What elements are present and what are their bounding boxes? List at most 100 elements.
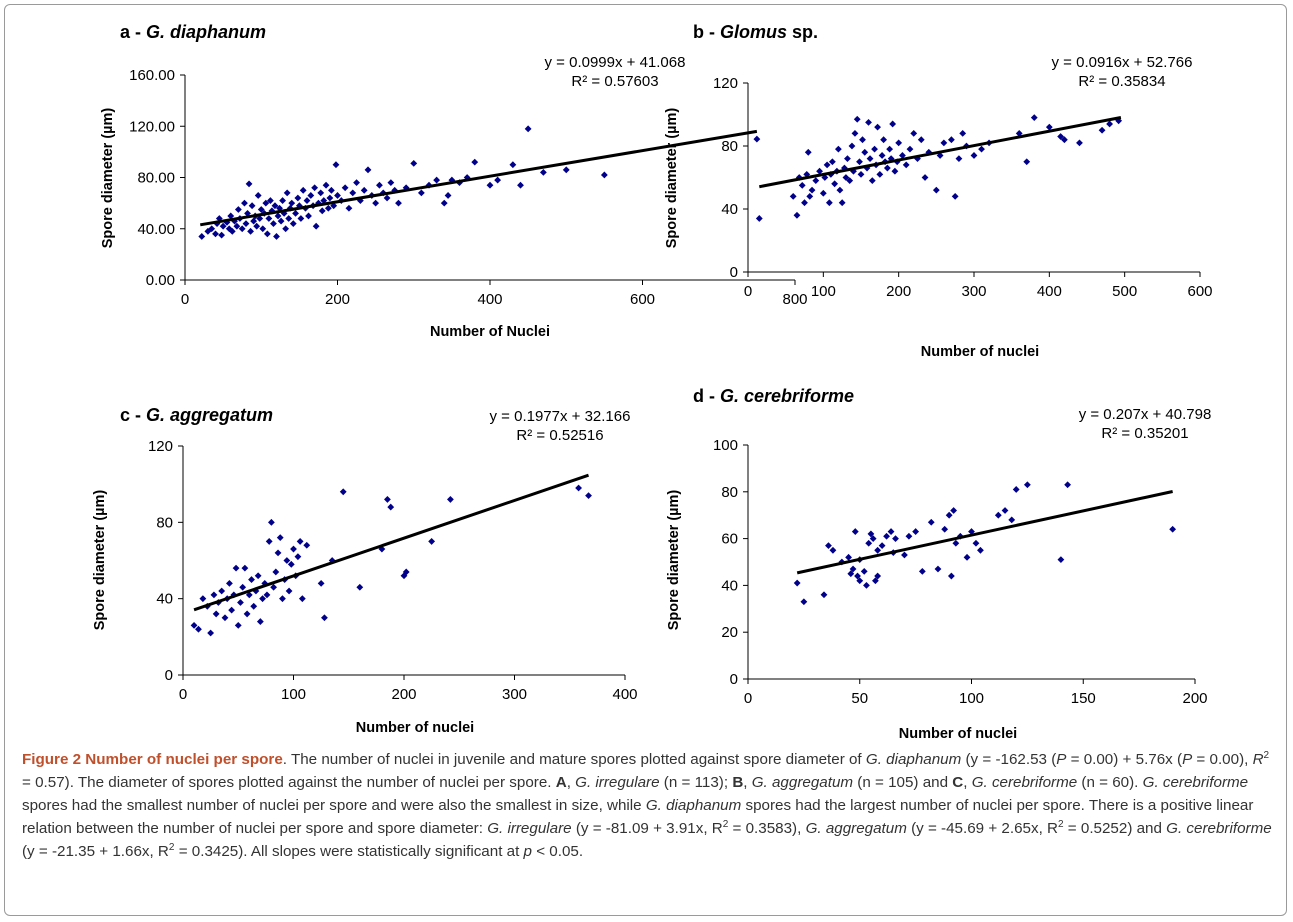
y-tick-label: 20 (721, 624, 738, 641)
data-point (254, 192, 262, 199)
data-point (1001, 507, 1009, 514)
data-point (341, 184, 349, 192)
data-point (600, 171, 608, 179)
y-tick-label: 40 (721, 201, 738, 218)
x-tick-label: 0 (181, 291, 189, 308)
x-tick-label: 300 (502, 686, 527, 703)
y-tick-label: 0 (165, 667, 173, 684)
data-point (509, 161, 517, 169)
data-point (232, 564, 240, 572)
data-point (853, 115, 861, 123)
data-point (899, 152, 906, 159)
data-point (273, 233, 280, 240)
x-tick-label: 100 (281, 686, 306, 703)
chart-title-name: G. cerebriforme (720, 386, 854, 406)
x-tick-label: 400 (612, 686, 637, 703)
data-point (878, 542, 886, 550)
chart-title-name: G. aggregatum (146, 405, 273, 425)
data-point (268, 518, 275, 526)
data-point (243, 610, 251, 618)
data-point (801, 199, 808, 207)
data-point (339, 488, 347, 496)
data-point (271, 202, 279, 210)
data-point (842, 174, 850, 181)
data-point (288, 199, 296, 207)
data-point (364, 166, 372, 174)
data-point (865, 539, 873, 547)
data-point (263, 591, 271, 599)
figure-frame (4, 4, 1287, 916)
data-point (391, 186, 399, 194)
data-point (851, 130, 859, 137)
data-point (433, 176, 441, 184)
trend-r-squared: R² = 0.52516 (516, 427, 603, 444)
data-point (921, 174, 929, 181)
data-point (234, 206, 242, 213)
y-tick-label: 40.00 (137, 221, 175, 238)
charts-figure: a - G. diaphanum 0.00 40.00 80.00 120.00 160.… (92, 22, 1213, 742)
data-point (1061, 136, 1068, 144)
chart-title: b - Glomus sp. (693, 22, 818, 42)
data-point (279, 197, 286, 204)
data-point (952, 539, 960, 547)
data-point (934, 565, 942, 573)
data-point (448, 176, 456, 184)
data-point (1098, 126, 1106, 134)
y-tick-label: 80 (721, 138, 738, 155)
data-point (867, 530, 875, 538)
chart-title-prefix: a - (120, 22, 146, 42)
y-tick-label: 80 (156, 514, 173, 531)
data-point (471, 158, 479, 166)
data-point (270, 583, 278, 591)
x-tick-label: 150 (1071, 690, 1096, 707)
chart-title-suffix: sp. (787, 22, 818, 42)
x-tick-label: 100 (811, 283, 836, 300)
data-point (951, 193, 959, 200)
data-point (297, 215, 305, 222)
data-point (847, 570, 855, 578)
data-point (959, 130, 967, 137)
data-point (562, 166, 570, 174)
data-point (324, 204, 332, 212)
data-point (793, 579, 801, 587)
data-point (963, 553, 971, 561)
data-point (274, 549, 282, 557)
data-point (395, 199, 402, 207)
data-point (863, 582, 870, 589)
data-point (305, 212, 312, 220)
data-point (210, 591, 218, 599)
data-point (298, 595, 306, 603)
data-point (1169, 525, 1177, 533)
data-point (901, 551, 908, 559)
figure-caption: Figure 2 Number of nuclei per spore. The… (22, 748, 1282, 863)
data-point (276, 534, 284, 541)
data-point (195, 625, 202, 633)
data-point (228, 606, 236, 614)
data-point (1030, 114, 1038, 122)
data-point (233, 222, 241, 230)
x-tick-label: 200 (391, 686, 416, 703)
data-point (859, 136, 866, 144)
chart-b-glomus: b - Glomus sp. 0 40 80 120 0 100 200 300 400 500 60… (664, 22, 1213, 360)
data-point (247, 227, 254, 235)
data-point (1008, 516, 1016, 524)
trendline (759, 116, 1122, 189)
y-tick-label: 40 (156, 591, 173, 608)
data-point (878, 152, 886, 159)
data-point (800, 598, 808, 606)
chart-title-name: Glomus (720, 22, 787, 42)
data-point (812, 177, 820, 185)
data-point (753, 135, 761, 143)
data-point (334, 192, 341, 199)
data-point (307, 192, 315, 199)
data-point (292, 209, 299, 217)
data-point (1057, 133, 1065, 140)
data-point (857, 170, 865, 178)
data-point (1023, 481, 1031, 489)
data-point (330, 202, 338, 210)
data-point (886, 145, 894, 153)
data-point (891, 167, 899, 175)
data-point (517, 181, 524, 189)
x-tick-label: 400 (477, 291, 502, 308)
data-point (947, 572, 955, 580)
